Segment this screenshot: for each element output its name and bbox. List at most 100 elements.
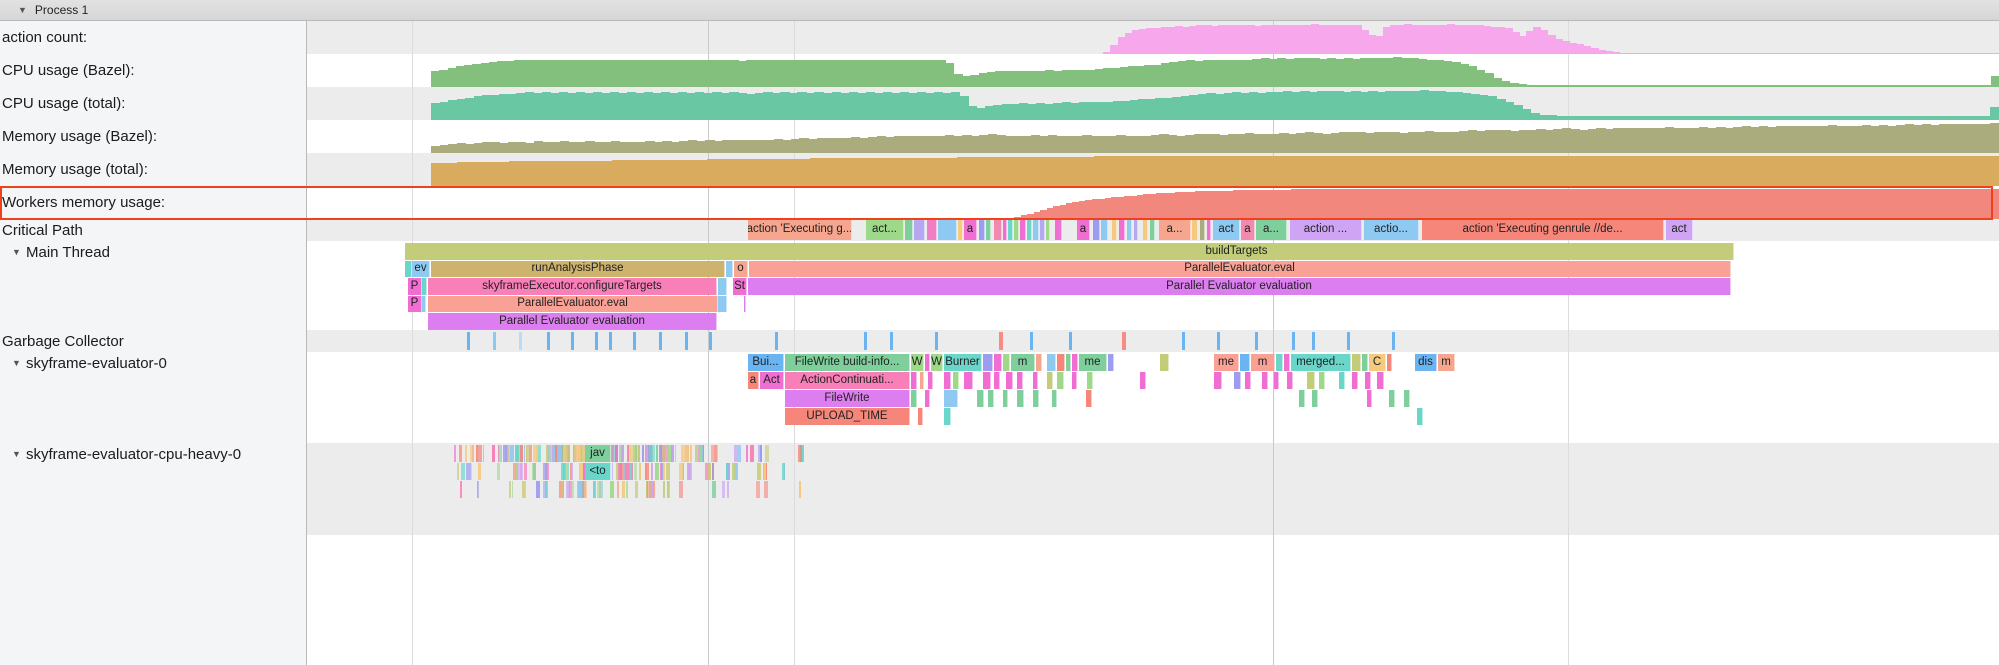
cpu-heavy-slice[interactable]: [497, 463, 500, 480]
skyframe-evaluator-slice[interactable]: [1262, 372, 1268, 389]
cpu-heavy-slice[interactable]: [710, 445, 714, 462]
critical-path-slice[interactable]: action ...: [1290, 219, 1362, 240]
cpu-heavy-slice[interactable]: [682, 463, 684, 480]
gc-event-tick[interactable]: [547, 332, 550, 350]
main-thread-slice[interactable]: Parallel Evaluator evaluation: [748, 278, 1731, 295]
critical-path-slice[interactable]: [1027, 219, 1032, 240]
cpu-heavy-slice[interactable]: [665, 463, 671, 480]
critical-path-slice[interactable]: action 'Executing genrule //de...: [1422, 219, 1664, 240]
cpu-heavy-slice[interactable]: [567, 463, 569, 480]
main-thread-slice[interactable]: runAnalysisPhase: [431, 260, 725, 277]
cpu-heavy-slice[interactable]: [564, 445, 567, 462]
cpu-heavy-slice[interactable]: [755, 481, 760, 498]
critical-path-slice[interactable]: [1119, 219, 1125, 240]
critical-path-slice[interactable]: a: [1077, 219, 1090, 240]
cpu-heavy-slice[interactable]: [725, 463, 729, 480]
cpu-heavy-slice[interactable]: [758, 445, 760, 462]
skyframe-evaluator-slice[interactable]: [953, 372, 959, 389]
critical-path-slice[interactable]: [1127, 219, 1132, 240]
skyframe-evaluator-slice[interactable]: ActionContinuati...: [785, 372, 910, 389]
main-thread-slice[interactable]: skyframeExecutor.configureTargets: [428, 278, 717, 295]
skyframe-evaluator-slice[interactable]: [1307, 372, 1315, 389]
skyframe-evaluator-slice[interactable]: me: [1214, 354, 1239, 371]
track-label-cpu-usage-bazel[interactable]: CPU usage (Bazel):: [0, 54, 306, 87]
cpu-heavy-slice[interactable]: [655, 445, 658, 462]
cpu-heavy-slice[interactable]: [626, 481, 628, 498]
cpu-heavy-slice[interactable]: [641, 445, 644, 462]
cpu-heavy-slice[interactable]: [562, 445, 566, 462]
track-label-action-count[interactable]: action count:: [0, 21, 306, 54]
skyframe-evaluator-slice[interactable]: [944, 390, 958, 407]
cpu-heavy-slice[interactable]: [706, 463, 711, 480]
critical-path-slice[interactable]: [1134, 219, 1138, 240]
gc-event-tick[interactable]: [1217, 332, 1220, 350]
gc-event-tick[interactable]: [1255, 332, 1258, 350]
skyframe-evaluator-slice[interactable]: [925, 354, 930, 371]
critical-path-slice[interactable]: [958, 219, 963, 240]
main-thread-slice[interactable]: [718, 278, 727, 295]
cpu-heavy-slice[interactable]: [566, 481, 570, 498]
cpu-heavy-slice[interactable]: [498, 445, 502, 462]
cpu-heavy-slice[interactable]: [537, 445, 541, 462]
cpu-heavy-slice[interactable]: [624, 463, 630, 480]
skyframe-evaluator-slice[interactable]: [1352, 372, 1358, 389]
critical-path-slice[interactable]: [1207, 219, 1211, 240]
skyframe-evaluator-slice[interactable]: [1057, 372, 1064, 389]
cpu-heavy-slice[interactable]: [572, 481, 575, 498]
critical-path-slice[interactable]: [979, 219, 985, 240]
cpu-heavy-slice[interactable]: [583, 481, 587, 498]
critical-path-slice[interactable]: actio...: [1364, 219, 1419, 240]
main-thread-slice[interactable]: o: [734, 260, 748, 277]
skyframe-evaluator-slice[interactable]: [994, 354, 1002, 371]
cpu-heavy-slice[interactable]: [560, 463, 562, 480]
cpu-heavy-slice[interactable]: [712, 481, 716, 498]
cpu-heavy-slice[interactable]: [798, 481, 801, 498]
track-label-cpu-usage-total[interactable]: CPU usage (total):: [0, 87, 306, 120]
cpu-heavy-slice[interactable]: [763, 463, 767, 480]
cpu-heavy-slice[interactable]: [638, 463, 642, 480]
cpu-heavy-slice[interactable]: [655, 463, 660, 480]
skyframe-evaluator-slice[interactable]: [911, 390, 917, 407]
track-label-garbage-collector[interactable]: Garbage Collector: [0, 330, 306, 352]
cpu-heavy-slice[interactable]: [685, 445, 689, 462]
gc-event-tick[interactable]: [1312, 332, 1315, 350]
gc-event-tick[interactable]: [571, 332, 574, 350]
skyframe-evaluator-slice[interactable]: [1086, 390, 1092, 407]
cpu-heavy-slice[interactable]: [563, 463, 566, 480]
main-thread-slice[interactable]: [422, 278, 427, 295]
skyframe-evaluator-slice[interactable]: merged...: [1291, 354, 1351, 371]
cpu-heavy-slice[interactable]: [713, 445, 718, 462]
cpu-heavy-slice[interactable]: [596, 481, 601, 498]
cpu-heavy-slice[interactable]: [509, 481, 512, 498]
cpu-heavy-slice[interactable]: [610, 481, 615, 498]
critical-path-slice[interactable]: [1046, 219, 1050, 240]
skyframe-evaluator-slice[interactable]: [1389, 390, 1395, 407]
cpu-heavy-slice[interactable]: [524, 445, 526, 462]
gc-event-tick[interactable]: [775, 332, 778, 350]
gc-event-tick[interactable]: [935, 332, 938, 350]
cpu-heavy-slice[interactable]: [577, 445, 581, 462]
cpu-heavy-slice[interactable]: [533, 445, 538, 462]
cpu-heavy-slice[interactable]: [634, 463, 637, 480]
skyframe-evaluator-slice[interactable]: [1017, 372, 1023, 389]
main-thread-slice[interactable]: [405, 243, 1734, 260]
cpu-heavy-slice[interactable]: [764, 445, 769, 462]
track-label-memory-usage-bazel[interactable]: Memory usage (Bazel):: [0, 120, 306, 153]
skyframe-evaluator-slice[interactable]: FileWrite build-info...: [785, 354, 910, 371]
skyframe-evaluator-slice[interactable]: [1047, 354, 1056, 371]
skyframe-evaluator-slice[interactable]: [1017, 390, 1024, 407]
skyframe-evaluator-slice[interactable]: a: [748, 372, 759, 389]
skyframe-evaluator-slice[interactable]: [964, 372, 973, 389]
critical-path-slice[interactable]: [1040, 219, 1045, 240]
cpu-heavy-slice[interactable]: [522, 481, 526, 498]
cpu-heavy-slice[interactable]: [529, 445, 532, 462]
skyframe-evaluator-slice[interactable]: [1003, 390, 1008, 407]
cpu-heavy-slice[interactable]: [460, 481, 463, 498]
cpu-heavy-slice[interactable]: [621, 481, 625, 498]
cpu-heavy-slice[interactable]: [611, 445, 615, 462]
cpu-heavy-slice[interactable]: [712, 463, 715, 480]
critical-path-slice[interactable]: [1101, 219, 1108, 240]
cpu-heavy-slice[interactable]: [453, 445, 456, 462]
cpu-heavy-slice[interactable]: [556, 445, 561, 462]
cpu-heavy-slice[interactable]: [645, 481, 647, 498]
